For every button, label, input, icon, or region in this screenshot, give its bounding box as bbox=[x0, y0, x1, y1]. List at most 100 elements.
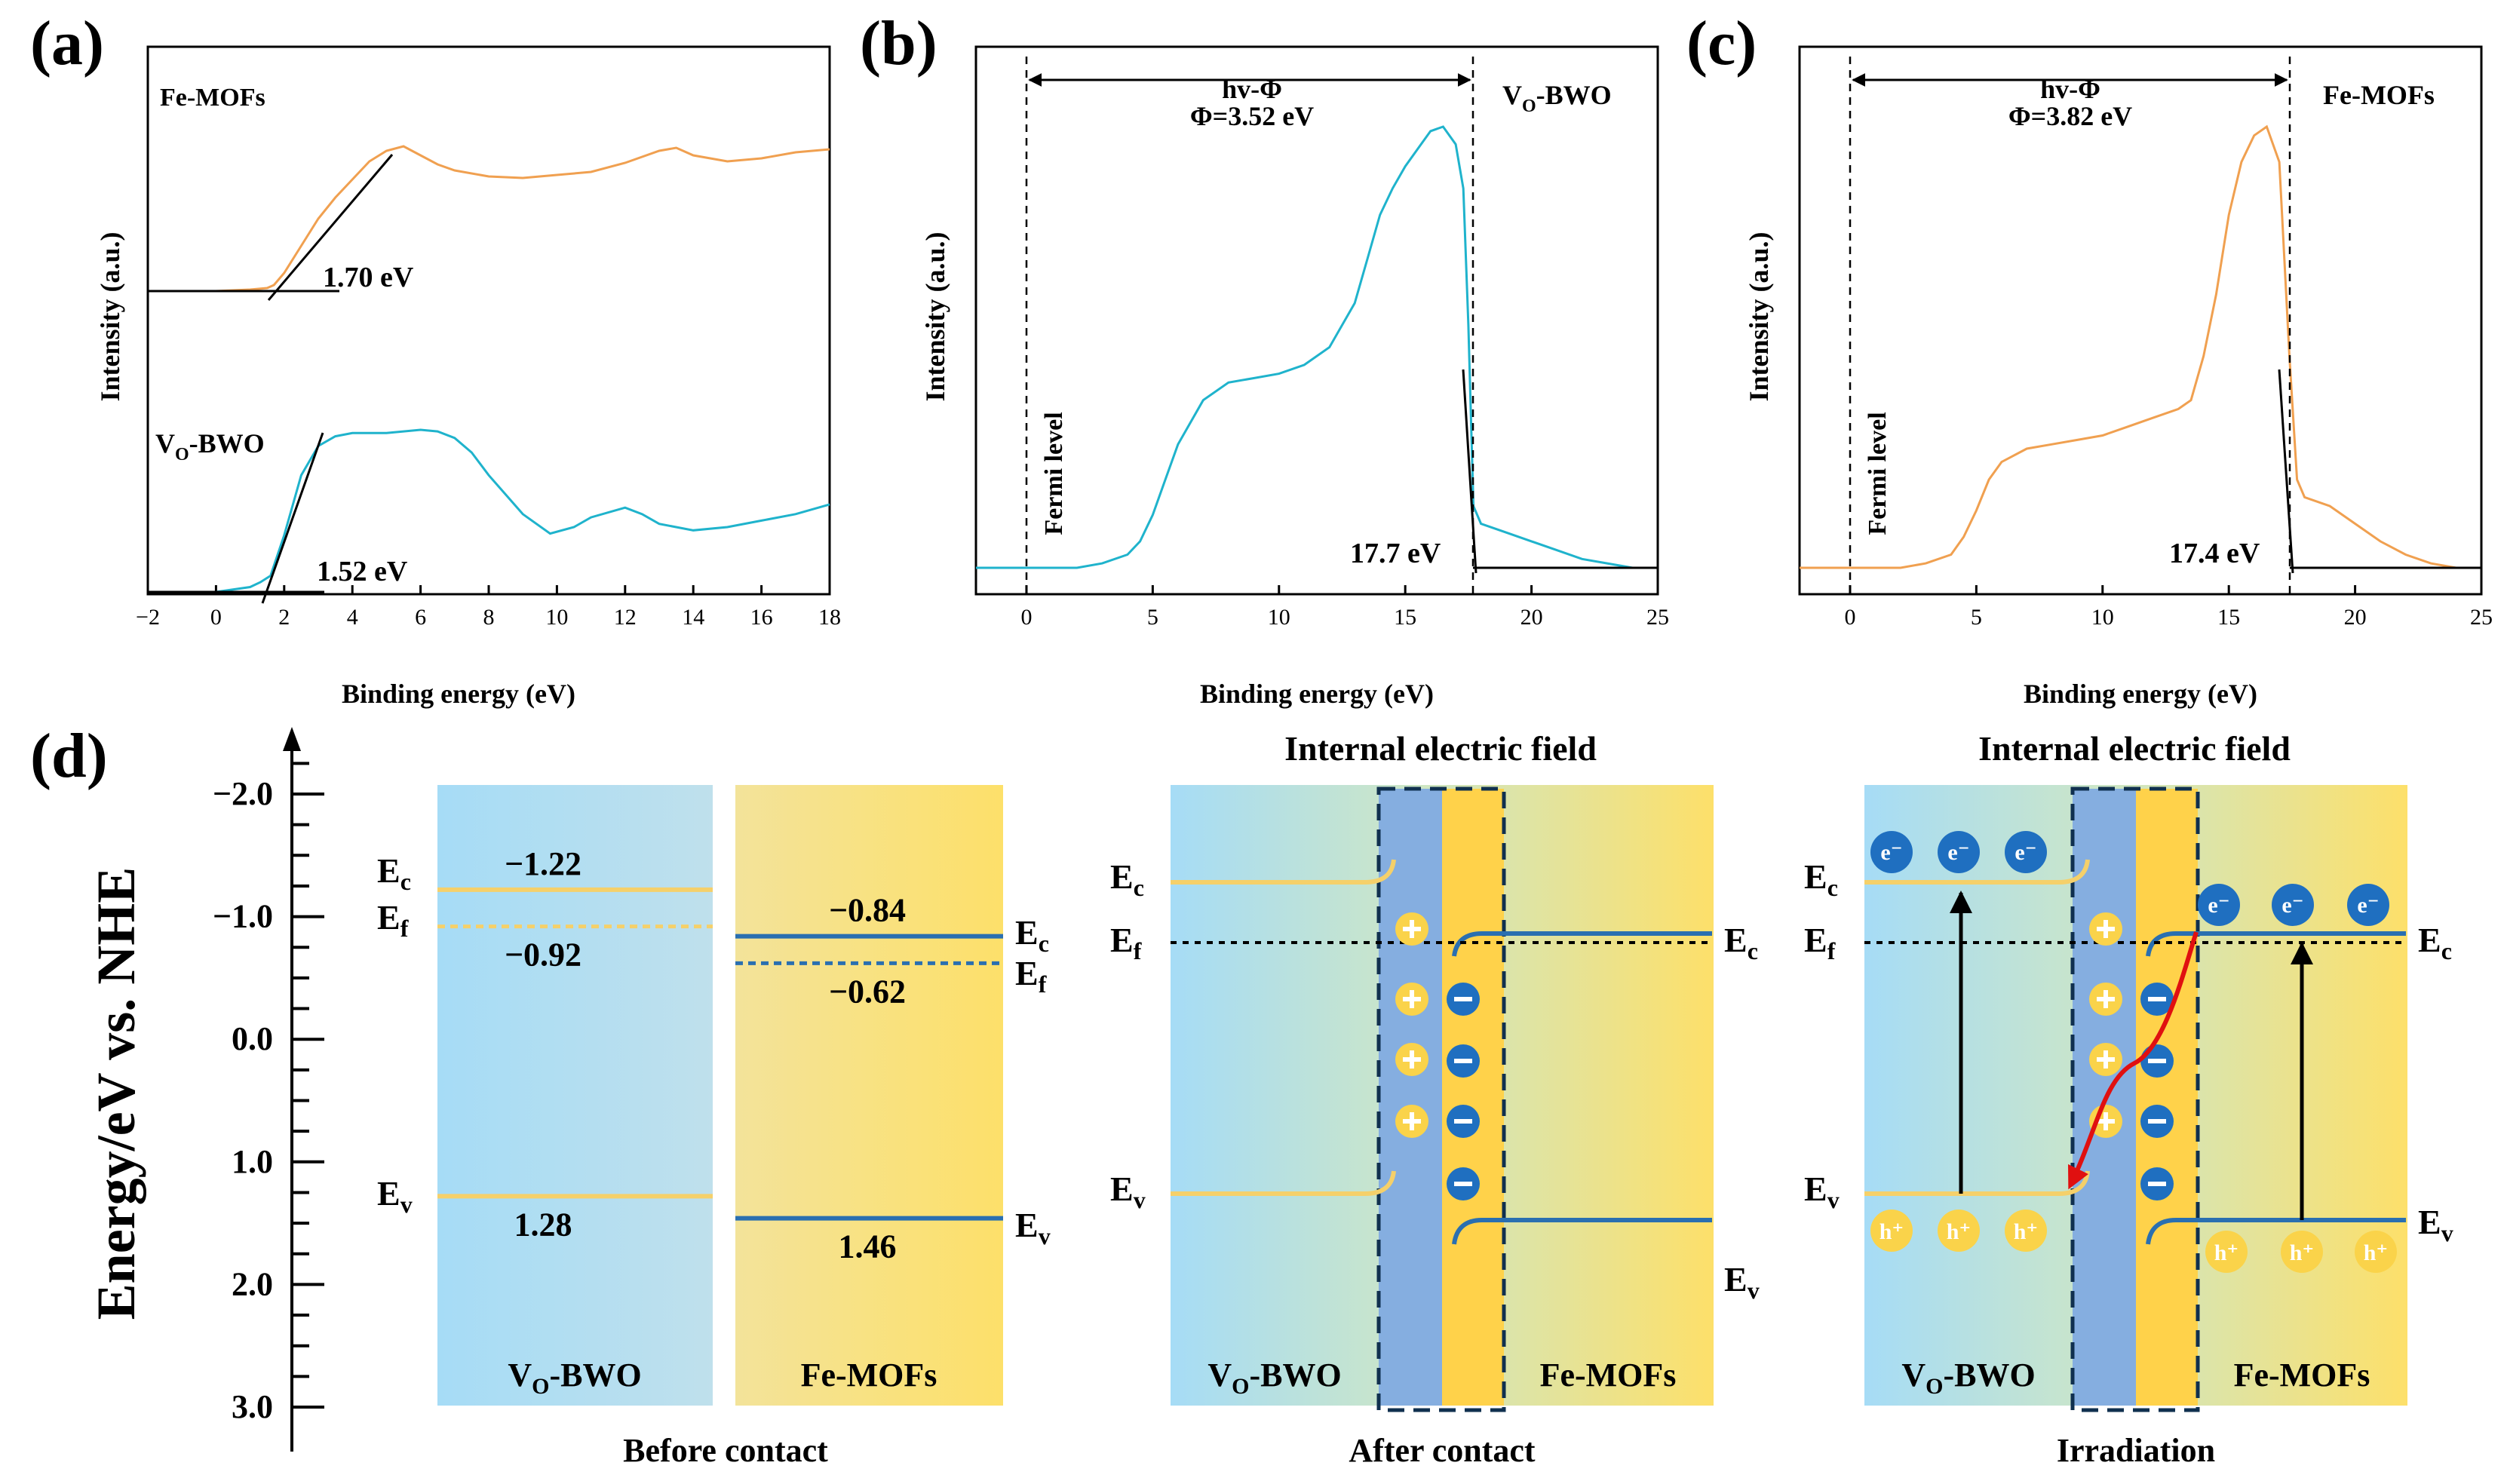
after-left-ec-label: Ec bbox=[1110, 857, 1144, 901]
vo-bwo-holes: h⁺ h⁺ h⁺ bbox=[1870, 1210, 2047, 1252]
panel-a-vo-bwo-tangent bbox=[261, 432, 324, 604]
panel-b-arrow-label: hv-Φ bbox=[1222, 74, 1282, 104]
x-tick-label: 18 bbox=[818, 605, 841, 630]
x-tick-label: 6 bbox=[415, 605, 426, 630]
x-tick-label: 4 bbox=[347, 605, 358, 630]
after-fe-mofs-ec-band bbox=[1452, 931, 1712, 957]
before-contact-caption: Before contact bbox=[623, 1432, 828, 1469]
panel-b-ylabel: Intensity (a.u.) bbox=[920, 231, 950, 401]
before-fe-mofs-ef-value: −0.62 bbox=[829, 973, 906, 1010]
x-tick-label: −2 bbox=[136, 605, 160, 630]
irr-vo-bwo-name: VO-BWO bbox=[1901, 1357, 2035, 1399]
positive-charge bbox=[2089, 983, 2122, 1016]
hole: h⁺ bbox=[2005, 1210, 2047, 1252]
hole: h⁺ bbox=[1870, 1210, 1913, 1252]
positive-charge bbox=[2089, 1043, 2122, 1076]
negative-charge bbox=[1447, 1167, 1480, 1200]
irr-fe-mofs-ec-band bbox=[2146, 931, 2406, 957]
after-contact-diagram: Internal electric field Ec bbox=[1110, 729, 1760, 1469]
negative-charge bbox=[1447, 1105, 1480, 1138]
panel-label-a: (a) bbox=[30, 8, 104, 78]
panel-b-fermi-label: Fermi level bbox=[1040, 412, 1068, 535]
before-vo-bwo-ev-value: 1.28 bbox=[514, 1206, 572, 1243]
irradiation-caption: Irradiation bbox=[2057, 1432, 2215, 1469]
panel-d: (d) −2.0 −1.0 0.0 1.0 2.0 3.0 Energy/eV vs. N… bbox=[30, 721, 2453, 1469]
x-tick-label: 2 bbox=[278, 605, 290, 630]
svg-text:h⁺: h⁺ bbox=[2364, 1240, 2389, 1265]
panel-a-fe-mofs-edge-label: 1.70 eV bbox=[323, 262, 414, 293]
positive-charge bbox=[1395, 983, 1428, 1016]
energy-tick-label: −2.0 bbox=[213, 775, 273, 812]
energy-tick-label: −1.0 bbox=[213, 898, 273, 935]
hole: h⁺ bbox=[2355, 1231, 2397, 1273]
before-fe-mofs-block bbox=[735, 785, 1003, 1406]
electron: e⁻ bbox=[1938, 831, 1980, 873]
x-tick-label: 16 bbox=[750, 605, 773, 630]
after-negative-charges bbox=[1447, 983, 1480, 1200]
panel-b-frame bbox=[974, 45, 1659, 596]
irradiation-depletion-box bbox=[2070, 786, 2200, 1412]
panel-c-cutoff-tangent bbox=[2278, 369, 2294, 574]
panel-a-x-ticks: −2 0 2 4 6 8 10 12 14 16 18 bbox=[136, 585, 841, 630]
after-contact-caption: After contact bbox=[1349, 1432, 1536, 1469]
electron: e⁻ bbox=[2347, 884, 2389, 926]
x-tick-label: 10 bbox=[1268, 605, 1290, 630]
after-contact-title: Internal electric field bbox=[1284, 729, 1597, 768]
before-vo-bwo-name: VO-BWO bbox=[508, 1357, 641, 1399]
x-tick-label: 0 bbox=[1844, 605, 1855, 630]
svg-text:e⁻: e⁻ bbox=[2357, 893, 2379, 918]
panel-a-frame bbox=[146, 45, 831, 596]
panel-b-phi-value: Φ=3.52 eV bbox=[1190, 101, 1314, 131]
negative-charge bbox=[1447, 983, 1480, 1016]
charge-transfer-path bbox=[2067, 931, 2199, 1190]
hole: h⁺ bbox=[1938, 1210, 1980, 1252]
svg-text:e⁻: e⁻ bbox=[1880, 840, 1902, 865]
panel-b-cutoff-tangent bbox=[1462, 369, 1478, 574]
irr-fe-mofs-ev-band bbox=[2146, 1218, 2406, 1245]
negative-charge bbox=[2140, 1167, 2174, 1200]
irr-left-ec-label: Ec bbox=[1804, 857, 1838, 901]
negative-charge bbox=[2140, 1044, 2174, 1078]
panel-a-ylabel: Intensity (a.u.) bbox=[95, 231, 125, 401]
energy-axis-title: Energy/eV vs. NHE bbox=[86, 867, 146, 1320]
energy-tick-label: 3.0 bbox=[232, 1388, 273, 1425]
after-left-ef-label: Ef bbox=[1110, 921, 1142, 964]
panel-a-xlabel: Binding energy (eV) bbox=[342, 679, 575, 709]
positive-charge bbox=[1395, 912, 1428, 946]
after-right-ev-label: Ev bbox=[1724, 1260, 1760, 1304]
before-left-ec-label: Ec bbox=[377, 851, 411, 895]
energy-tick-label: 2.0 bbox=[232, 1265, 273, 1302]
before-left-ev-label: Ev bbox=[377, 1174, 413, 1218]
fe-mofs-holes: h⁺ h⁺ h⁺ bbox=[2205, 1231, 2397, 1273]
after-right-ec-label: Ec bbox=[1724, 921, 1758, 964]
panel-c-ylabel: Intensity (a.u.) bbox=[1744, 231, 1774, 401]
after-depletion-box bbox=[1376, 786, 1506, 1412]
panel-a-legend-fe-mofs: Fe-MOFs bbox=[160, 84, 265, 112]
x-tick-label: 8 bbox=[483, 605, 495, 630]
before-right-ec-label: Ec bbox=[1015, 913, 1049, 957]
panel-c-fe-mofs-curve bbox=[1800, 124, 2481, 569]
after-depletion-blue bbox=[1379, 789, 1442, 1406]
x-tick-label: 20 bbox=[1520, 605, 1543, 630]
before-right-ef-label: Ef bbox=[1015, 954, 1047, 998]
after-depletion-yellow bbox=[1442, 789, 1504, 1406]
positive-charge bbox=[1395, 1043, 1428, 1076]
panel-c-cutoff-label: 17.4 eV bbox=[2169, 538, 2260, 569]
energy-axis-arrowhead bbox=[283, 727, 301, 751]
fe-mofs-electrons: e⁻ e⁻ e⁻ bbox=[2198, 884, 2389, 926]
panel-c-arrow-label: hv-Φ bbox=[2040, 74, 2100, 104]
panel-c-xlabel: Binding energy (eV) bbox=[2024, 679, 2257, 709]
x-tick-label: 14 bbox=[682, 605, 704, 630]
x-tick-label: 10 bbox=[2091, 605, 2114, 630]
svg-text:h⁺: h⁺ bbox=[2290, 1240, 2315, 1265]
panel-b-cutoff-label: 17.7 eV bbox=[1350, 538, 1441, 569]
panel-b-x-ticks: 0 5 10 15 20 25 bbox=[1020, 585, 1669, 630]
irr-vo-bwo-ec-band bbox=[1864, 859, 2090, 885]
panel-c-frame bbox=[1798, 45, 2483, 596]
electron: e⁻ bbox=[1870, 831, 1913, 873]
x-tick-label: 25 bbox=[2470, 605, 2493, 630]
panel-a: (a) −2 0 2 4 6 8 10 12 14 16 18 Binding energy (eV… bbox=[30, 8, 841, 709]
energy-tick-label: 0.0 bbox=[232, 1020, 273, 1057]
x-tick-label: 0 bbox=[210, 605, 222, 630]
